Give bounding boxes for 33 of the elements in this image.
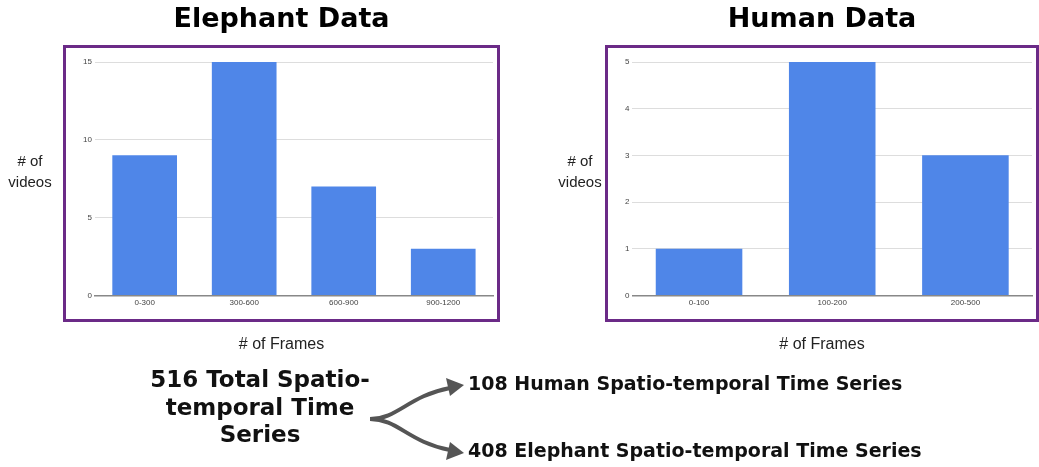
y-tick-label: 15 — [82, 57, 93, 67]
text: 516 Total Spatio-temporal Time Series — [149, 366, 371, 449]
y-tick-label: 2 — [625, 197, 630, 207]
bar — [788, 62, 876, 295]
x-tick-label: 0-300 — [134, 298, 156, 308]
y-tick-label: 5 — [625, 57, 630, 67]
y-tick-label: 10 — [82, 135, 93, 144]
chart-title: Human Data — [726, 2, 918, 33]
y-tick-label: 4 — [625, 103, 630, 113]
x-tick-label: 900-1200 — [426, 298, 461, 308]
bar — [410, 248, 476, 295]
bar — [311, 186, 377, 295]
text: 408 Elephant Spatio-temporal Time Series — [468, 439, 923, 462]
y-axis-title: # of videos — [557, 151, 603, 192]
bar — [112, 155, 178, 295]
text: 108 Human Spatio-temporal Time Series — [468, 372, 904, 395]
bar — [922, 155, 1009, 295]
y-tick-label: 0 — [625, 290, 630, 300]
x-axis-title: # of Frames — [778, 335, 866, 353]
y-axis-title: # of videos — [7, 151, 53, 192]
y-tick-label: 1 — [625, 243, 630, 253]
y-tick-label: 0 — [87, 290, 93, 300]
y-tick-label: 3 — [625, 150, 630, 160]
x-axis-title: # of Frames — [237, 335, 326, 353]
chart-title: Elephant Data — [172, 2, 391, 33]
x-tick-label: 100-200 — [817, 298, 848, 308]
x-tick-label: 0-100 — [688, 298, 710, 308]
x-tick-label: 200-500 — [950, 298, 981, 308]
x-tick-label: 300-600 — [229, 298, 260, 308]
bar — [211, 62, 277, 295]
x-tick-label: 600-900 — [329, 298, 359, 308]
y-tick-label: 5 — [87, 212, 93, 222]
bar — [655, 248, 743, 295]
